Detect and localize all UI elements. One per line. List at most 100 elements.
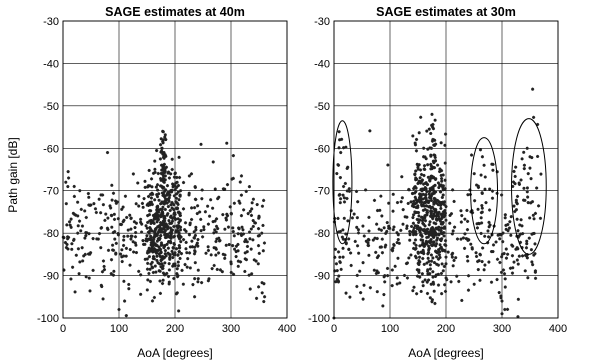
data-point [387,201,391,205]
data-point [372,198,377,202]
data-point [434,226,438,230]
data-point [465,208,469,213]
data-point [93,207,98,211]
data-point [417,131,421,135]
data-point [466,288,471,292]
data-point [252,258,256,262]
data-point [486,241,490,245]
data-point [346,165,350,169]
y-tick-label: -90 [314,271,330,283]
data-point [189,172,194,176]
x-tick-label: 400 [549,323,567,335]
data-point [408,238,412,242]
data-point [443,178,447,182]
data-point [463,232,467,236]
data-point [66,235,71,239]
data-point [357,251,361,255]
data-point [435,212,439,216]
data-point [84,215,88,220]
data-point [429,214,434,219]
data-point [379,194,383,198]
y-tick-label: -100 [308,313,330,325]
data-point [232,247,237,251]
data-point [148,203,152,207]
data-point [202,225,206,229]
data-point [177,237,182,241]
data-point [260,231,264,235]
data-point [178,213,182,218]
data-point [347,189,352,193]
data-point [442,202,446,207]
data-point [176,229,180,233]
data-point [154,234,159,238]
data-point [241,232,245,236]
data-point [387,224,391,228]
data-point [440,292,444,296]
data-point [206,222,211,226]
data-point [111,230,115,235]
data-point [418,275,422,279]
data-point [159,243,163,247]
data-point [238,201,242,205]
data-point [337,130,341,134]
data-point [65,223,69,227]
data-point [63,240,68,245]
data-point [183,228,187,232]
data-point [185,251,189,255]
data-point [440,247,445,252]
data-point [536,204,541,208]
data-point [97,197,101,201]
data-point [167,282,171,286]
data-point [442,231,446,235]
data-point [454,256,458,260]
data-point [391,246,395,250]
data-point [224,216,228,220]
data-point [338,138,342,142]
data-point [433,159,437,163]
data-point [148,279,152,284]
data-point [158,184,163,188]
data-point [436,263,441,267]
data-point [120,255,124,259]
data-point [361,261,365,265]
data-point [159,241,164,245]
data-point [373,236,377,240]
data-point [500,255,504,259]
data-point [153,242,157,246]
data-point [431,159,435,163]
data-point [82,254,86,258]
data-point [169,236,173,240]
data-point [69,217,73,221]
data-point [187,174,192,178]
data-point [175,175,179,180]
data-point [414,176,418,180]
data-point [474,254,479,259]
data-point [184,247,188,251]
data-point [84,234,88,238]
data-point [529,248,534,252]
data-point [76,247,80,251]
data-point [238,180,242,184]
data-point [414,137,419,142]
data-point [482,268,486,272]
data-point [439,203,443,208]
data-point [167,219,171,223]
data-point [181,238,186,242]
data-point [419,187,423,192]
data-point [174,181,178,185]
data-point [432,235,436,240]
data-point [400,196,404,200]
data-point [146,202,150,206]
data-point [72,194,76,199]
data-point [162,214,166,219]
data-point [402,273,407,278]
data-point [213,219,217,223]
data-point [413,231,417,235]
data-point [334,262,339,266]
data-point [512,204,516,208]
data-point [431,232,435,237]
data-point [418,176,422,180]
data-point [398,281,402,285]
data-point [214,239,218,244]
data-point [443,208,447,213]
